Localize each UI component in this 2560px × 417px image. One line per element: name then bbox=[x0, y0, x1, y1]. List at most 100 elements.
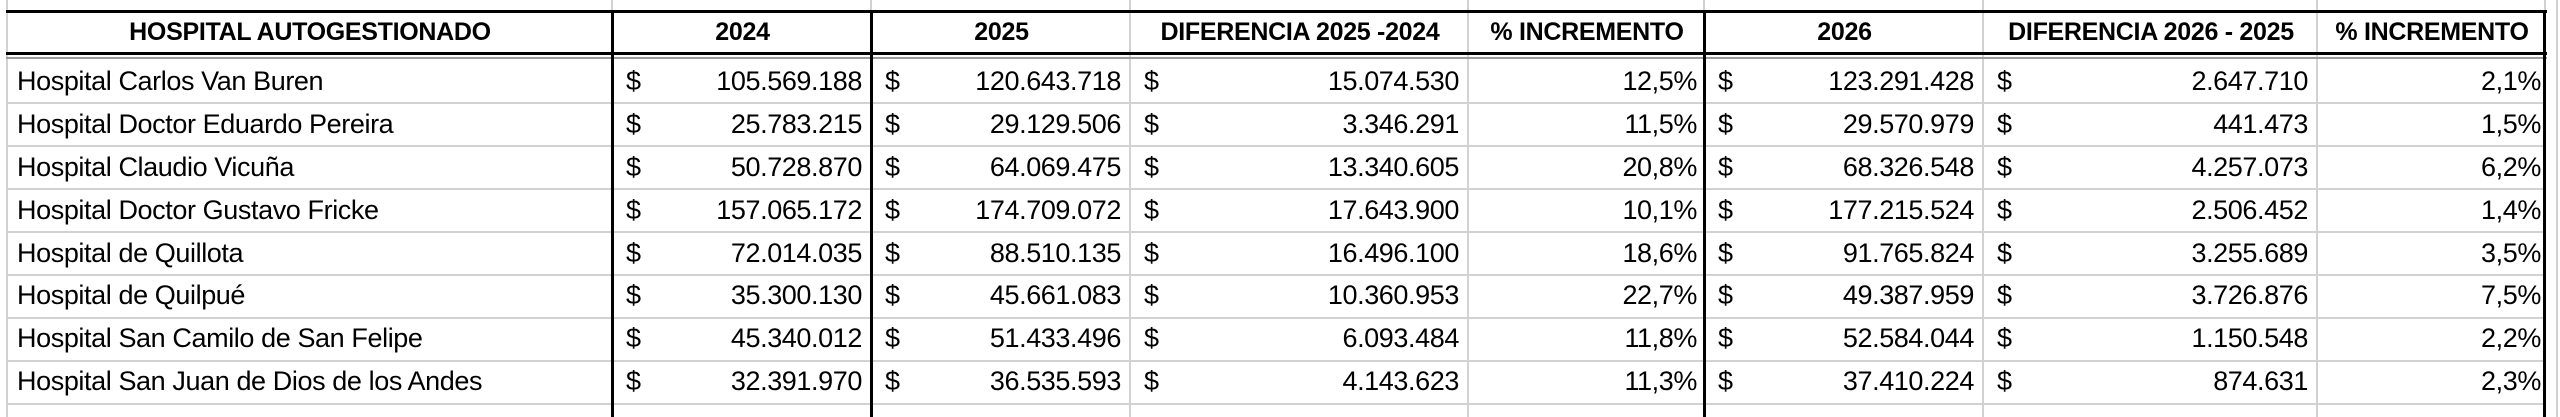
cell-2024[interactable]: $ 105.569.188 bbox=[613, 60, 872, 103]
currency-symbol: $ bbox=[1718, 323, 1733, 354]
cell-hospital-name[interactable]: Hospital Claudio Vicuña bbox=[7, 146, 613, 189]
currency-symbol: $ bbox=[1997, 280, 2012, 311]
cell-2026[interactable]: $ 37.410.224 bbox=[1705, 360, 1984, 403]
hospital-name-label: Hospital Doctor Gustavo Fricke bbox=[17, 194, 379, 225]
cell-incremento-2025[interactable]: 18,6% bbox=[1469, 232, 1705, 275]
cell-incremento-2026[interactable]: 7,5% bbox=[2318, 274, 2546, 317]
amount-dif-2026-2025: 2.506.452 bbox=[2191, 194, 2308, 225]
cell-2026[interactable]: $ 49.387.959 bbox=[1705, 274, 1984, 317]
cell-hospital-name[interactable]: Hospital Doctor Gustavo Fricke bbox=[7, 189, 613, 232]
hospital-name-label: Hospital San Camilo de San Felipe bbox=[17, 323, 423, 354]
cell-2025[interactable]: $ 51.433.496 bbox=[872, 317, 1131, 360]
cell-2025[interactable]: $ 120.643.718 bbox=[872, 60, 1131, 103]
cell-incremento-2026[interactable]: 1,5% bbox=[2318, 103, 2546, 146]
cell-dif-2026-2025[interactable]: $ 1.150.548 bbox=[1984, 317, 2318, 360]
cell-2024[interactable]: $ 72.014.035 bbox=[613, 232, 872, 275]
cell-incremento-2025[interactable]: 22,7% bbox=[1469, 274, 1705, 317]
cell-hospital-name[interactable]: Hospital de Quillota bbox=[7, 232, 613, 275]
cell-2026[interactable]: $ 68.326.548 bbox=[1705, 146, 1984, 189]
header-cell-2026[interactable]: 2026 bbox=[1817, 18, 1872, 46]
cell-dif-2025-2024[interactable]: $ 15.074.530 bbox=[1131, 60, 1469, 103]
cell-2026[interactable]: $ 29.570.979 bbox=[1705, 103, 1984, 146]
cell-2026[interactable]: $ 177.215.524 bbox=[1705, 189, 1984, 232]
header-cell-dif-2026-2025[interactable]: DIFERENCIA 2026 - 2025 bbox=[2008, 18, 2294, 46]
percent-2026: 6,2% bbox=[2481, 151, 2541, 182]
cell-incremento-2025[interactable]: 10,1% bbox=[1469, 189, 1705, 232]
percent-2026: 7,5% bbox=[2481, 280, 2541, 311]
cell-incremento-2026[interactable]: 6,2% bbox=[2318, 146, 2546, 189]
cell-hospital-name[interactable]: Hospital San Camilo de San Felipe bbox=[7, 317, 613, 360]
currency-symbol: $ bbox=[885, 108, 900, 139]
cell-dif-2026-2025[interactable]: $ 4.257.073 bbox=[1984, 146, 2318, 189]
amount-2025: 120.643.718 bbox=[975, 65, 1121, 96]
header-cell-2024[interactable]: 2024 bbox=[715, 18, 770, 46]
cell-incremento-2026[interactable]: 2,2% bbox=[2318, 317, 2546, 360]
cell-2025[interactable]: $ 174.709.072 bbox=[872, 189, 1131, 232]
cell-2024[interactable]: $ 157.065.172 bbox=[613, 189, 872, 232]
cell-2025[interactable]: $ 88.510.135 bbox=[872, 232, 1131, 275]
cell-2024[interactable]: $ 32.391.970 bbox=[613, 360, 872, 403]
percent-2026: 2,2% bbox=[2481, 323, 2541, 354]
cell-incremento-2025[interactable]: 12,5% bbox=[1469, 60, 1705, 103]
cell-2024[interactable]: $ 50.728.870 bbox=[613, 146, 872, 189]
cell-dif-2026-2025[interactable]: $ 874.631 bbox=[1984, 360, 2318, 403]
cell-2025[interactable]: $ 36.535.593 bbox=[872, 360, 1131, 403]
currency-symbol: $ bbox=[1718, 151, 1733, 182]
cell-dif-2025-2024[interactable]: $ 6.093.484 bbox=[1131, 317, 1469, 360]
cell-incremento-2025[interactable]: 20,8% bbox=[1469, 146, 1705, 189]
cell-2024[interactable]: $ 45.340.012 bbox=[613, 317, 872, 360]
amount-2026: 37.410.224 bbox=[1842, 366, 1975, 397]
currency-symbol: $ bbox=[1997, 237, 2012, 268]
cell-2026[interactable]: $ 123.291.428 bbox=[1705, 60, 1984, 103]
cell-incremento-2025[interactable]: 11,3% bbox=[1469, 360, 1705, 403]
table-row: Hospital de Quillota $ 72.014.035 $ 88.5… bbox=[7, 232, 2546, 275]
cell-dif-2026-2025[interactable]: $ 3.255.689 bbox=[1984, 232, 2318, 275]
cell-dif-2025-2024[interactable]: $ 16.496.100 bbox=[1131, 232, 1469, 275]
cell-incremento-2025[interactable]: 11,5% bbox=[1469, 103, 1705, 146]
cell-2025[interactable]: $ 29.129.506 bbox=[872, 103, 1131, 146]
cell-hospital-name[interactable]: Hospital de Quilpué bbox=[7, 274, 613, 317]
cell-dif-2025-2024[interactable]: $ 10.360.953 bbox=[1131, 274, 1469, 317]
cell-incremento-2026[interactable]: 2,1% bbox=[2318, 60, 2546, 103]
header-cell-2025[interactable]: 2025 bbox=[974, 18, 1029, 46]
cell-dif-2025-2024[interactable]: $ 13.340.605 bbox=[1131, 146, 1469, 189]
cell-incremento-2026[interactable]: 2,3% bbox=[2318, 360, 2546, 403]
cell-2026[interactable]: $ 52.584.044 bbox=[1705, 317, 1984, 360]
cell-incremento-2025[interactable]: 11,8% bbox=[1469, 317, 1705, 360]
amount-dif-2026-2025: 3.255.689 bbox=[2191, 237, 2308, 268]
cell-hospital-name[interactable]: Hospital Carlos Van Buren bbox=[7, 60, 613, 103]
cell-dif-2026-2025[interactable]: $ 2.647.710 bbox=[1984, 60, 2318, 103]
grid-line bbox=[7, 403, 2546, 405]
amount-2024: 157.065.172 bbox=[716, 194, 862, 225]
currency-symbol: $ bbox=[626, 366, 641, 397]
amount-2026: 29.570.979 bbox=[1842, 108, 1975, 139]
cell-dif-2025-2024[interactable]: $ 17.643.900 bbox=[1131, 189, 1469, 232]
cell-2025[interactable]: $ 64.069.475 bbox=[872, 146, 1131, 189]
cell-dif-2025-2024[interactable]: $ 4.143.623 bbox=[1131, 360, 1469, 403]
cell-dif-2026-2025[interactable]: $ 2.506.452 bbox=[1984, 189, 2318, 232]
amount-2026: 52.584.044 bbox=[1842, 323, 1975, 354]
cell-2025[interactable]: $ 45.661.083 bbox=[872, 274, 1131, 317]
header-cell-dif-2025-2024[interactable]: DIFERENCIA 2025 -2024 bbox=[1160, 18, 1440, 46]
cell-hospital-name[interactable]: Hospital San Juan de Dios de los Andes bbox=[7, 360, 613, 403]
cell-2024[interactable]: $ 25.783.215 bbox=[613, 103, 872, 146]
currency-symbol: $ bbox=[1718, 65, 1733, 96]
amount-dif-2025-2024: 10.360.953 bbox=[1327, 280, 1460, 311]
cell-incremento-2026[interactable]: 1,4% bbox=[2318, 189, 2546, 232]
cell-dif-2026-2025[interactable]: $ 3.726.876 bbox=[1984, 274, 2318, 317]
cell-2024[interactable]: $ 35.300.130 bbox=[613, 274, 872, 317]
cell-2026[interactable]: $ 91.765.824 bbox=[1705, 232, 1984, 275]
percent-2025: 11,5% bbox=[1624, 108, 1697, 139]
cell-dif-2025-2024[interactable]: $ 3.346.291 bbox=[1131, 103, 1469, 146]
percent-2025: 10,1% bbox=[1622, 194, 1697, 225]
hospital-name-label: Hospital Doctor Eduardo Pereira bbox=[17, 108, 394, 139]
header-cell-incremento-2025[interactable]: % INCREMENTO bbox=[1490, 18, 1684, 46]
grid-line bbox=[1982, 0, 1984, 417]
cell-incremento-2026[interactable]: 3,5% bbox=[2318, 232, 2546, 275]
header-cell-hospital[interactable]: HOSPITAL AUTOGESTIONADO bbox=[129, 18, 491, 46]
cell-hospital-name[interactable]: Hospital Doctor Eduardo Pereira bbox=[7, 103, 613, 146]
cell-dif-2026-2025[interactable]: $ 441.473 bbox=[1984, 103, 2318, 146]
grid-line bbox=[1129, 0, 1131, 417]
header-cell-incremento-2026[interactable]: % INCREMENTO bbox=[2335, 18, 2529, 46]
